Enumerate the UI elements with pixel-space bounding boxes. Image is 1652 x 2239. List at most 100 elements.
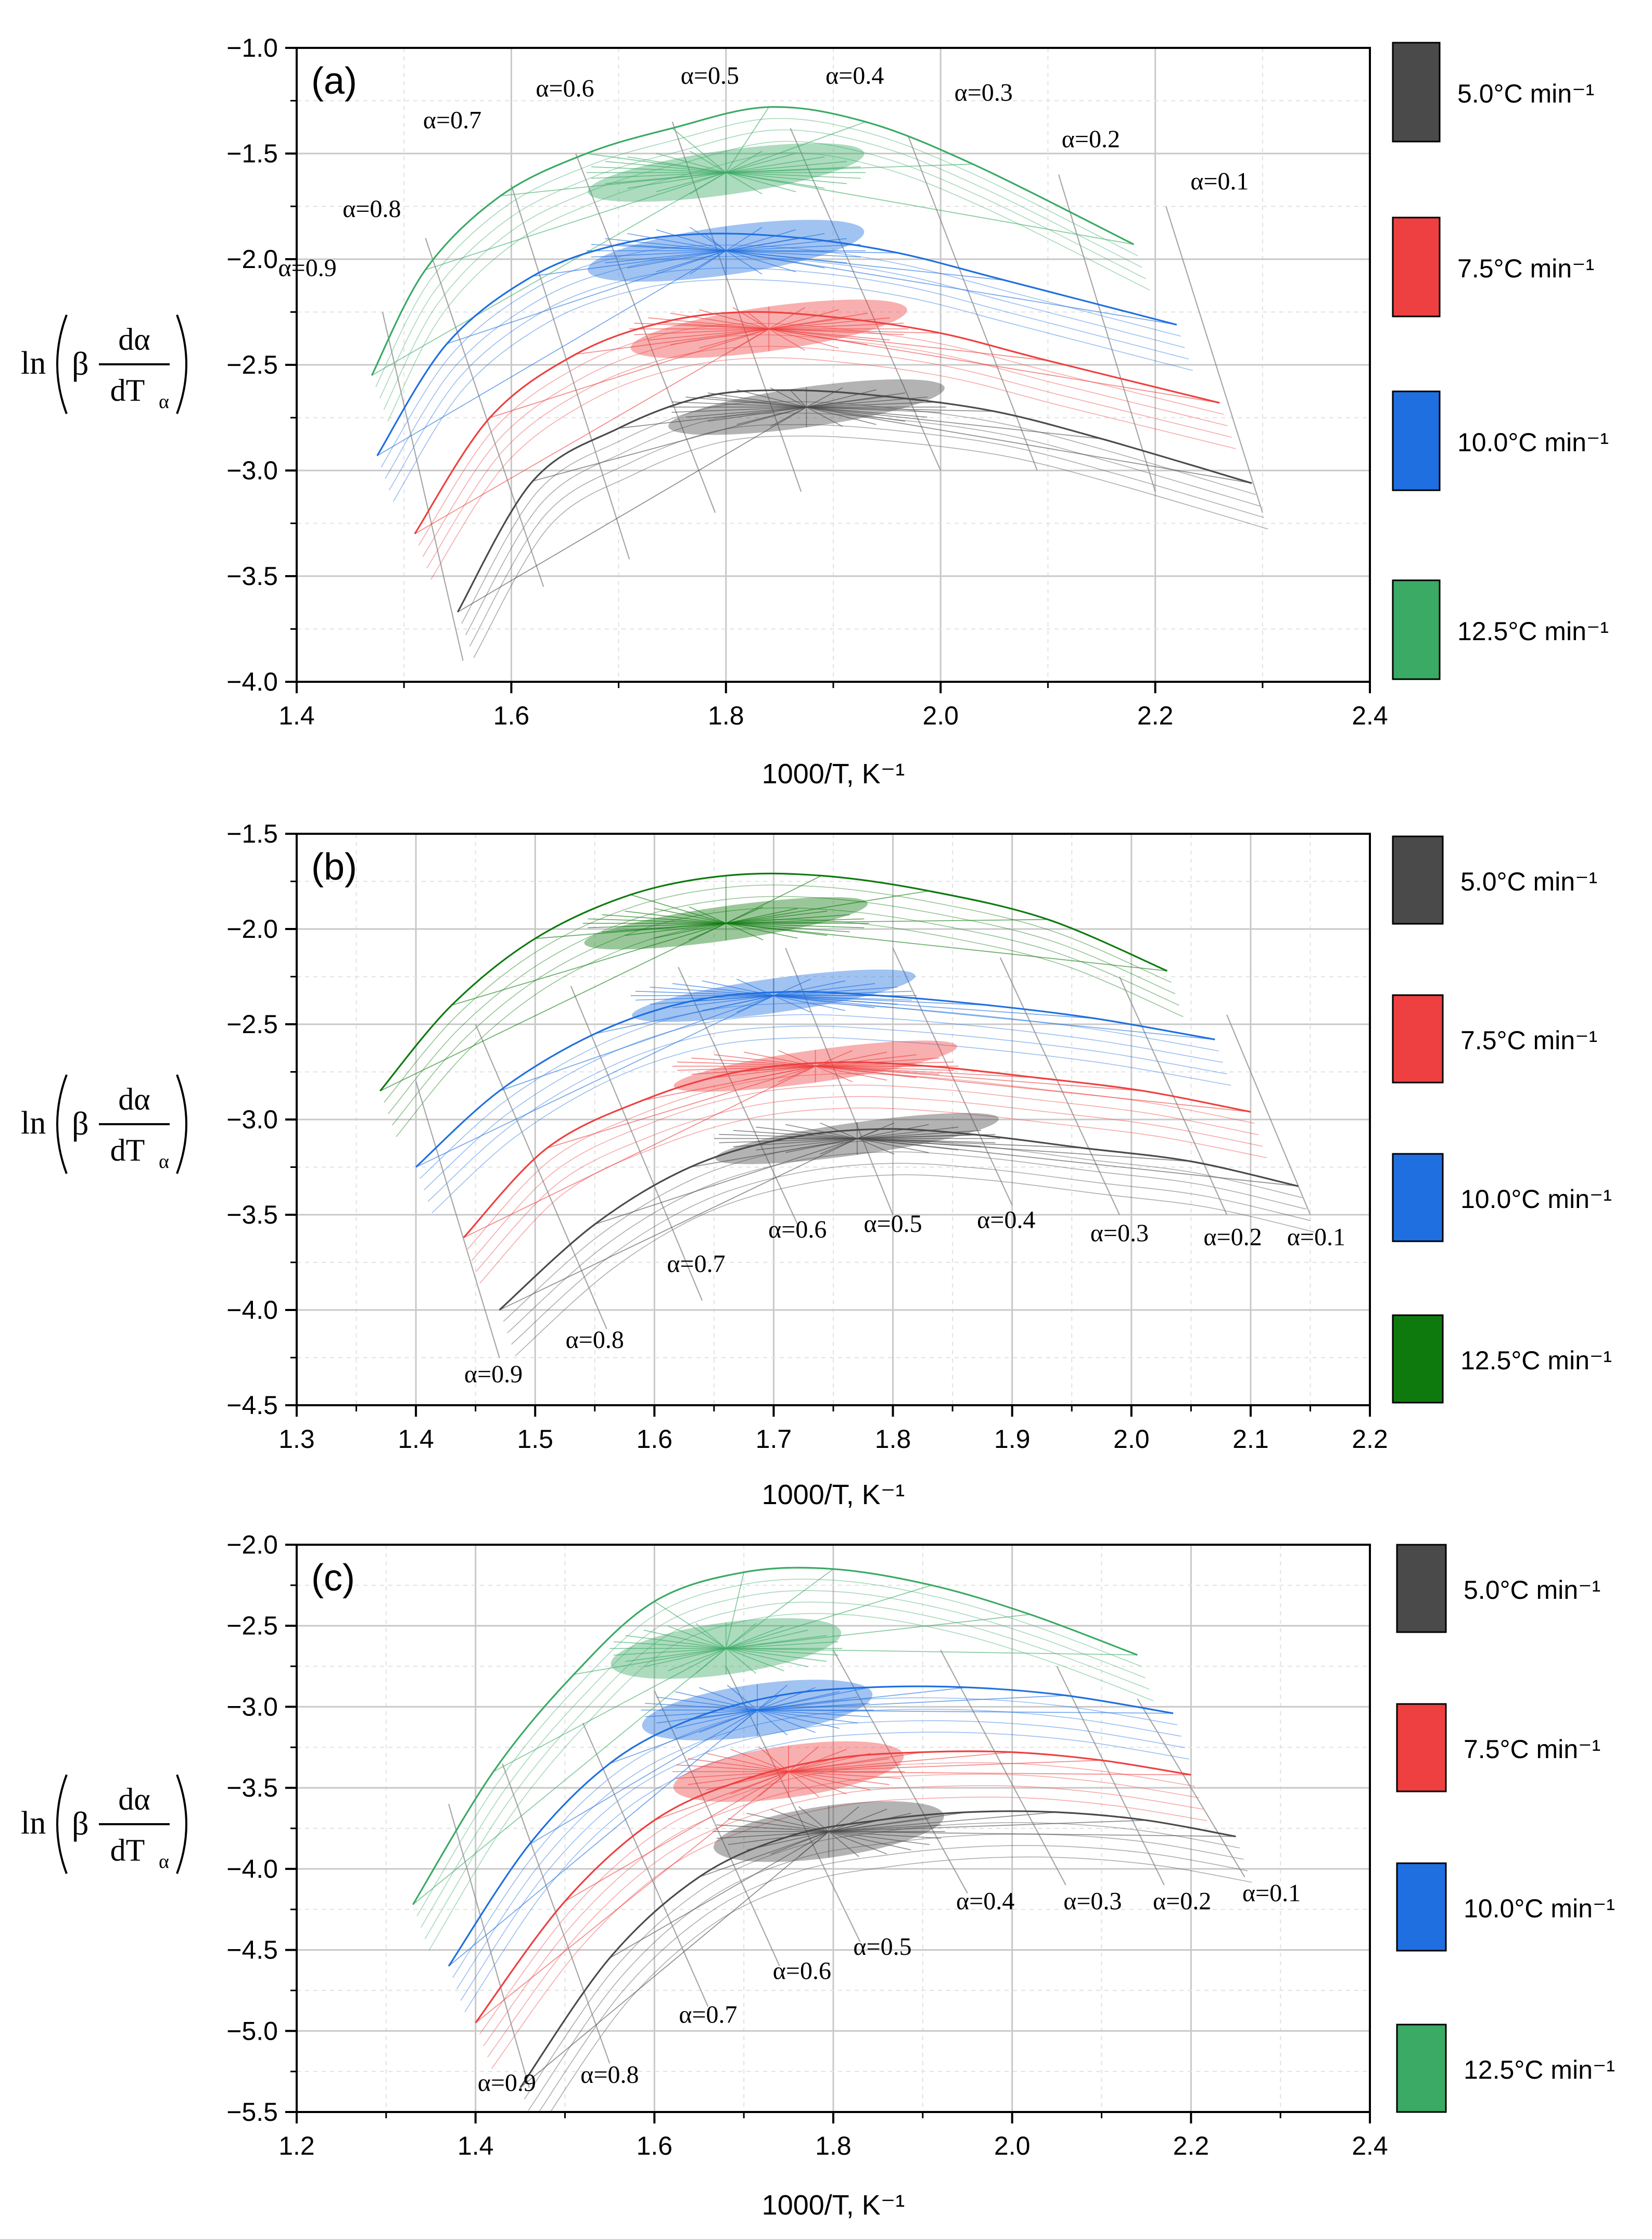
mesh-curve bbox=[426, 346, 1232, 569]
x-tick-label: 1.8 bbox=[815, 2131, 852, 2160]
ellipse-spoke bbox=[726, 1635, 827, 1649]
x-tick-label: 1.9 bbox=[994, 1424, 1031, 1454]
ellipse-spoke bbox=[726, 250, 796, 272]
radial-ray bbox=[726, 250, 1177, 325]
x-tick-label: 1.6 bbox=[493, 701, 530, 730]
ellipse-spoke bbox=[806, 387, 843, 408]
ellipse-spoke bbox=[746, 1813, 829, 1833]
ellipse-spoke bbox=[726, 923, 828, 936]
radial-ray bbox=[654, 1771, 789, 1821]
ellipse-spoke bbox=[815, 1054, 917, 1067]
series-line bbox=[376, 233, 1177, 456]
ellipse-spoke bbox=[857, 1138, 895, 1155]
ellipse-spoke bbox=[769, 309, 839, 329]
y-tick-label: −3.0 bbox=[226, 1105, 278, 1134]
alpha-isoline bbox=[908, 136, 1038, 471]
ellipse-spoke bbox=[690, 172, 727, 195]
y-tick-label: −3.5 bbox=[226, 1773, 278, 1802]
ellipse-spoke bbox=[789, 1764, 901, 1772]
alpha-label: α=0.4 bbox=[825, 62, 884, 90]
alpha-isoline bbox=[415, 1081, 500, 1358]
y-axis-label: ln βdα dT α bbox=[21, 1774, 187, 1874]
radial-ray bbox=[654, 1601, 727, 1649]
radial-ray bbox=[789, 1760, 1102, 1772]
ellipse-spoke bbox=[627, 233, 726, 251]
ellipse-spoke bbox=[769, 323, 904, 329]
y-tick-label: −1.5 bbox=[226, 139, 278, 168]
alpha-label: α=0.3 bbox=[955, 79, 1013, 107]
series-line bbox=[412, 1567, 1138, 1905]
series-line bbox=[415, 990, 1215, 1168]
alpha-isoline bbox=[570, 986, 703, 1301]
radial-ray bbox=[448, 1709, 758, 1967]
mesh-curve bbox=[427, 1025, 1227, 1202]
ellipse-spoke bbox=[689, 226, 727, 251]
ellipse-spoke bbox=[654, 908, 726, 924]
legend-swatch bbox=[1392, 42, 1441, 143]
alpha-label: α=0.5 bbox=[853, 1933, 911, 1961]
y-axis-label-denominator: dT bbox=[110, 373, 145, 408]
radial-ray bbox=[726, 172, 1134, 245]
ellipse-spoke bbox=[732, 307, 769, 329]
radial-ray bbox=[757, 1687, 968, 1711]
ellipse-spoke bbox=[829, 1813, 911, 1833]
mesh-curve bbox=[511, 1163, 1311, 1345]
ellipse-spoke bbox=[726, 250, 825, 269]
radial-ray bbox=[698, 1831, 829, 1878]
ellipse-spoke bbox=[788, 1771, 871, 1791]
ellipse-spoke bbox=[806, 401, 942, 408]
alpha-label: α=0.2 bbox=[1062, 125, 1120, 153]
ellipse-spoke bbox=[788, 1771, 819, 1797]
ellipse-spoke bbox=[806, 406, 942, 413]
ellipse-spoke bbox=[656, 229, 727, 251]
ellipse-spoke bbox=[656, 152, 727, 173]
ellipse-spoke bbox=[829, 1809, 887, 1832]
mesh-curve bbox=[420, 1002, 1219, 1179]
ellipse-spoke bbox=[857, 1138, 996, 1143]
ellipse-spoke bbox=[806, 406, 843, 427]
ellipse-spoke bbox=[769, 313, 868, 329]
ellipse-spoke bbox=[719, 1134, 857, 1139]
legend-label: 7.5°C min⁻¹ bbox=[1460, 1026, 1597, 1055]
x-tick-label: 1.4 bbox=[278, 701, 315, 730]
radial-ray bbox=[412, 1648, 727, 1905]
ellipse-spoke bbox=[627, 156, 726, 173]
alpha-isoline bbox=[790, 128, 942, 471]
ellipse-spoke bbox=[688, 1758, 789, 1772]
ellipse-spoke bbox=[656, 250, 727, 272]
y-tick-label: −1.5 bbox=[226, 819, 278, 848]
legend-swatch bbox=[1392, 1153, 1444, 1242]
ellipse-spoke bbox=[605, 250, 726, 263]
series-line bbox=[371, 106, 1135, 376]
ellipse-spoke bbox=[726, 172, 796, 193]
ellipse-spoke bbox=[815, 1051, 887, 1067]
ellipse-spoke bbox=[650, 986, 774, 996]
legend-label: 5.0°C min⁻¹ bbox=[1460, 867, 1597, 896]
ellipse-spoke bbox=[688, 1771, 789, 1785]
ellipse-spoke bbox=[757, 1696, 858, 1711]
radial-ray bbox=[690, 1138, 857, 1168]
ellipse-spoke bbox=[728, 1831, 829, 1845]
ellipse-spoke bbox=[788, 1771, 889, 1785]
radial-ray bbox=[806, 406, 1252, 484]
ellipse-spoke bbox=[613, 1641, 726, 1649]
y-tick-label: −3.5 bbox=[226, 562, 278, 591]
radial-ray bbox=[757, 1709, 1173, 1714]
ellipse-spoke bbox=[726, 1648, 808, 1668]
legend-label: 5.0°C min⁻¹ bbox=[1457, 79, 1594, 108]
ellipse-spoke bbox=[788, 1746, 819, 1772]
ellipse-spoke bbox=[778, 1065, 816, 1083]
ellipse-spoke bbox=[857, 1138, 959, 1151]
radial-ray bbox=[377, 250, 727, 456]
ellipse-spoke bbox=[667, 1648, 727, 1672]
alpha-isoline bbox=[382, 312, 464, 661]
ellipse-spoke bbox=[685, 406, 807, 418]
ellipse-spoke bbox=[656, 1709, 758, 1724]
alpha-label: α=0.1 bbox=[1190, 168, 1249, 195]
legend-swatch bbox=[1392, 835, 1444, 925]
x-tick-label: 1.2 bbox=[278, 2131, 315, 2160]
ellipse-spoke bbox=[656, 172, 727, 193]
radial-ray bbox=[586, 153, 726, 173]
ellipse-spoke bbox=[757, 1710, 788, 1736]
legend-label: 10.0°C min⁻¹ bbox=[1464, 1894, 1615, 1923]
